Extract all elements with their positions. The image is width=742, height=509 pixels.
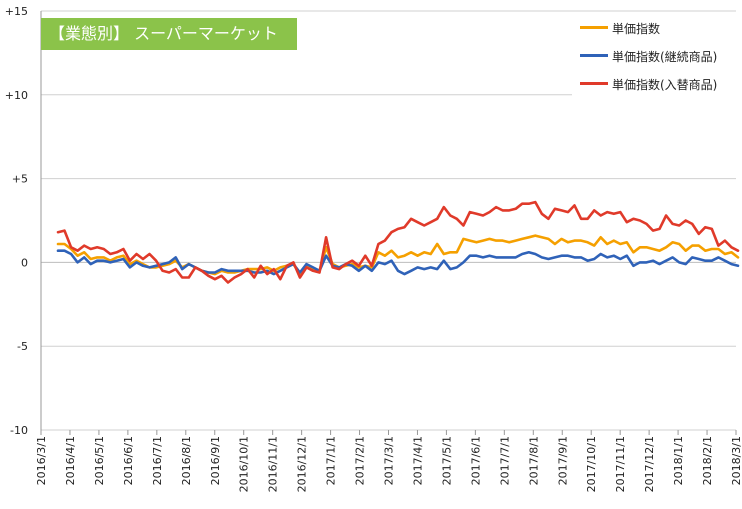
y-tick-label-0: +15 bbox=[5, 5, 28, 18]
x-tick-label-2: 2016/5/1 bbox=[93, 436, 106, 485]
x-tick-label-22: 2018/1/1 bbox=[672, 436, 685, 485]
y-tick-label-5: -10 bbox=[10, 424, 28, 437]
x-tick-label-17: 2017/8/1 bbox=[527, 436, 540, 485]
legend-item-replaced-products: 単価指数(入替商品) bbox=[572, 74, 742, 102]
legend-swatch-replaced-products bbox=[580, 82, 608, 85]
x-tick-label-1: 2016/4/1 bbox=[64, 436, 77, 485]
series-line-unit-price bbox=[56, 234, 740, 276]
x-tick-label-5: 2016/8/1 bbox=[180, 436, 193, 485]
x-tick-label-12: 2017/3/1 bbox=[383, 436, 396, 485]
chart-title: 【業態別】 スーパーマーケット bbox=[41, 18, 297, 50]
x-tick-label-14: 2017/5/1 bbox=[440, 436, 453, 485]
x-tick-label-19: 2017/10/1 bbox=[585, 436, 598, 492]
series-line-replaced-products bbox=[56, 200, 740, 284]
legend-item-unit-price: 単価指数 bbox=[572, 18, 742, 46]
x-tick-label-11: 2017/2/1 bbox=[354, 436, 367, 485]
legend-label-continuing-products: 単価指数(継続商品) bbox=[612, 50, 718, 64]
x-tick-label-15: 2017/6/1 bbox=[469, 436, 482, 485]
legend-swatch-unit-price bbox=[580, 26, 608, 29]
legend-label-unit-price: 単価指数 bbox=[612, 22, 661, 36]
y-tick-label-2: +5 bbox=[12, 173, 28, 186]
x-tick-label-18: 2017/9/1 bbox=[556, 436, 569, 485]
y-tick-label-3: 0 bbox=[21, 256, 28, 269]
x-tick-label-7: 2016/10/1 bbox=[238, 436, 251, 492]
series-line-continuing-products bbox=[56, 249, 740, 276]
x-tick-label-13: 2017/4/1 bbox=[411, 436, 424, 485]
x-tick-label-20: 2017/11/1 bbox=[614, 436, 627, 492]
legend-item-continuing-products: 単価指数(継続商品) bbox=[572, 46, 742, 74]
x-tick-label-0: 2016/3/1 bbox=[35, 436, 48, 485]
x-tick-label-3: 2016/6/1 bbox=[122, 436, 135, 485]
x-tick-label-4: 2016/7/1 bbox=[151, 436, 164, 485]
legend-swatch-continuing-products bbox=[580, 54, 608, 57]
legend: 単価指数 単価指数(継続商品) 単価指数(入替商品) bbox=[572, 18, 742, 102]
x-tick-label-24: 2018/3/1 bbox=[730, 436, 742, 485]
x-tick-label-16: 2017/7/1 bbox=[498, 436, 511, 485]
x-tick-label-9: 2016/12/1 bbox=[296, 436, 309, 492]
x-tick-label-21: 2017/12/1 bbox=[643, 436, 656, 492]
x-tick-label-10: 2017/1/1 bbox=[325, 436, 338, 485]
x-tick-label-8: 2016/11/1 bbox=[267, 436, 280, 492]
legend-label-replaced-products: 単価指数(入替商品) bbox=[612, 78, 718, 92]
y-tick-label-4: -5 bbox=[17, 340, 28, 353]
x-tick-label-23: 2018/2/1 bbox=[701, 436, 714, 485]
x-tick-label-6: 2016/9/1 bbox=[209, 436, 222, 485]
y-tick-label-1: +10 bbox=[5, 89, 28, 102]
